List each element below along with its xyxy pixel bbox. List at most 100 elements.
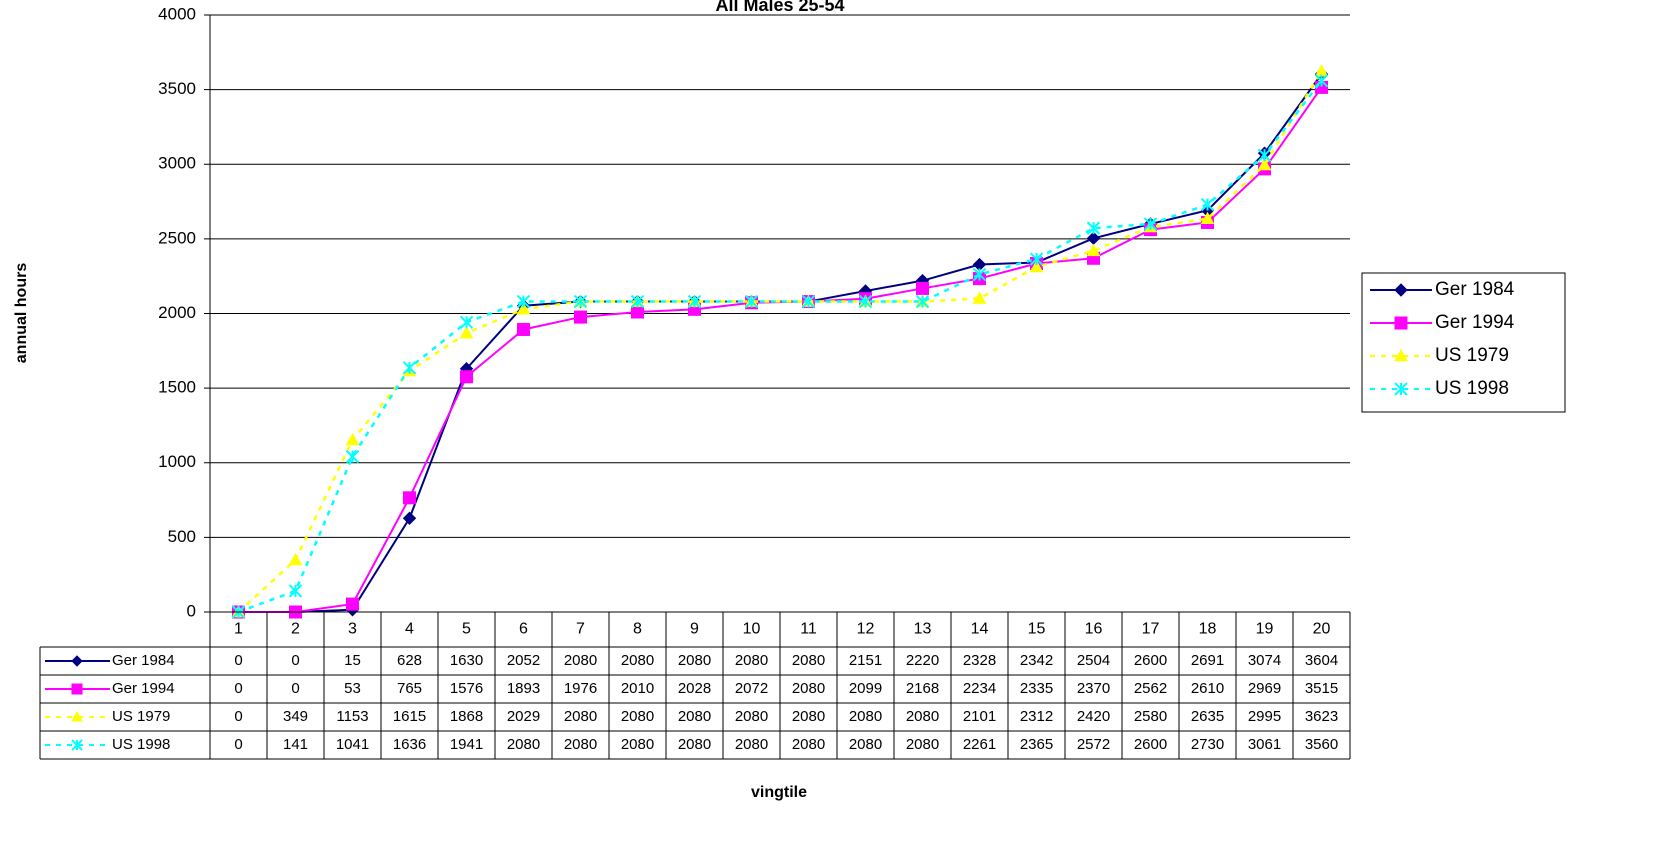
x-tick-label: 9: [690, 621, 699, 638]
table-cell: 2080: [792, 708, 825, 725]
table-cell: 2080: [792, 652, 825, 669]
marker: [1029, 252, 1044, 266]
marker: [744, 294, 759, 309]
marker: [1257, 148, 1272, 162]
chart-title: All Males 25-54: [715, 0, 844, 15]
table-cell: 2335: [1020, 680, 1053, 697]
x-tick-label: 2: [291, 621, 300, 638]
table-cell: 2151: [849, 652, 882, 669]
table-cell: 53: [344, 680, 361, 697]
table-cell: 2072: [735, 680, 768, 697]
marker: [345, 449, 360, 464]
table-cell: 2080: [678, 652, 711, 669]
marker: [71, 655, 83, 667]
y-tick-label: 1000: [158, 452, 196, 471]
x-tick-label: 1: [234, 621, 243, 638]
table-cell: 2080: [906, 736, 939, 753]
table-cell: 2080: [564, 708, 597, 725]
x-axis-label: vingtile: [751, 784, 807, 801]
marker: [459, 326, 474, 339]
marker: [1314, 64, 1329, 77]
marker: [288, 552, 303, 566]
y-tick-label: 2500: [158, 228, 196, 247]
table-cell: 2080: [678, 708, 711, 725]
marker: [460, 370, 473, 384]
table-cell: 1976: [564, 680, 597, 697]
table-series-name: US 1998: [112, 736, 170, 753]
x-tick-label: 14: [971, 621, 989, 638]
marker: [1257, 157, 1272, 171]
series-line: [238, 79, 1323, 614]
table-cell: 2562: [1134, 680, 1167, 697]
marker: [631, 305, 644, 319]
table-cell: 2080: [792, 680, 825, 697]
table-cell: 2080: [849, 708, 882, 725]
table-cell: 2969: [1248, 680, 1281, 697]
table-cell: 628: [397, 652, 422, 669]
marker: [1394, 382, 1408, 396]
table-cell: 15: [344, 652, 361, 669]
x-tick-label: 20: [1313, 621, 1331, 638]
marker: [574, 310, 587, 324]
table-cell: 1153: [336, 708, 368, 725]
table-cell: 1868: [450, 708, 483, 725]
table-cell: 2370: [1077, 680, 1110, 697]
table-cell: 349: [283, 708, 308, 725]
marker: [516, 294, 531, 309]
x-tick-label: 15: [1028, 621, 1046, 638]
table-cell: 2261: [963, 736, 996, 753]
marker: [1314, 73, 1329, 88]
table-cell: 2168: [906, 680, 939, 697]
table-cell: 0: [234, 736, 242, 753]
marker: [1029, 259, 1044, 273]
table-cell: 2080: [564, 736, 597, 753]
y-tick-label: 500: [168, 527, 196, 546]
table-cell: 2010: [621, 680, 654, 697]
table-cell: 2995: [1248, 708, 1281, 725]
legend-label: Ger 1994: [1435, 312, 1515, 333]
x-tick-label: 12: [857, 621, 875, 638]
table-cell: 2080: [621, 708, 654, 725]
table-cell: 0: [291, 652, 299, 669]
table-cell: 2580: [1134, 708, 1167, 725]
table-cell: 3515: [1305, 680, 1338, 697]
table-cell: 2080: [735, 652, 768, 669]
table-cell: 2080: [735, 736, 768, 753]
table-cell: 3074: [1248, 652, 1281, 669]
marker: [1143, 217, 1158, 231]
table-cell: 2504: [1077, 652, 1110, 669]
table-cell: 2342: [1020, 652, 1053, 669]
table-cell: 1630: [450, 652, 483, 669]
table-cell: 0: [234, 680, 242, 697]
table-cell: 2312: [1020, 708, 1053, 725]
table-cell: 2600: [1134, 652, 1167, 669]
marker: [687, 294, 702, 309]
table-cell: 2610: [1191, 680, 1224, 697]
table-cell: 3061: [1248, 736, 1281, 753]
table-cell: 1941: [450, 736, 483, 753]
y-tick-label: 3500: [158, 79, 196, 98]
table-cell: 2080: [507, 736, 540, 753]
table-cell: 2220: [906, 652, 939, 669]
table-cell: 2080: [564, 652, 597, 669]
series-line: [237, 70, 1323, 613]
marker: [1394, 348, 1408, 362]
x-tick-label: 7: [576, 621, 585, 638]
marker: [972, 291, 987, 304]
marker: [1086, 243, 1101, 257]
marker: [517, 322, 530, 336]
table-cell: 2080: [621, 736, 654, 753]
table-cell: 765: [397, 680, 422, 697]
x-tick-label: 5: [462, 621, 471, 638]
marker: [71, 710, 83, 722]
series-line: [238, 73, 1323, 613]
marker: [858, 294, 873, 309]
marker: [71, 739, 83, 751]
marker: [288, 584, 303, 598]
table-cell: 2730: [1191, 736, 1224, 753]
table-cell: 0: [291, 680, 299, 697]
x-tick-label: 4: [405, 621, 414, 638]
table-cell: 1893: [507, 680, 540, 697]
table-cell: 2080: [792, 736, 825, 753]
